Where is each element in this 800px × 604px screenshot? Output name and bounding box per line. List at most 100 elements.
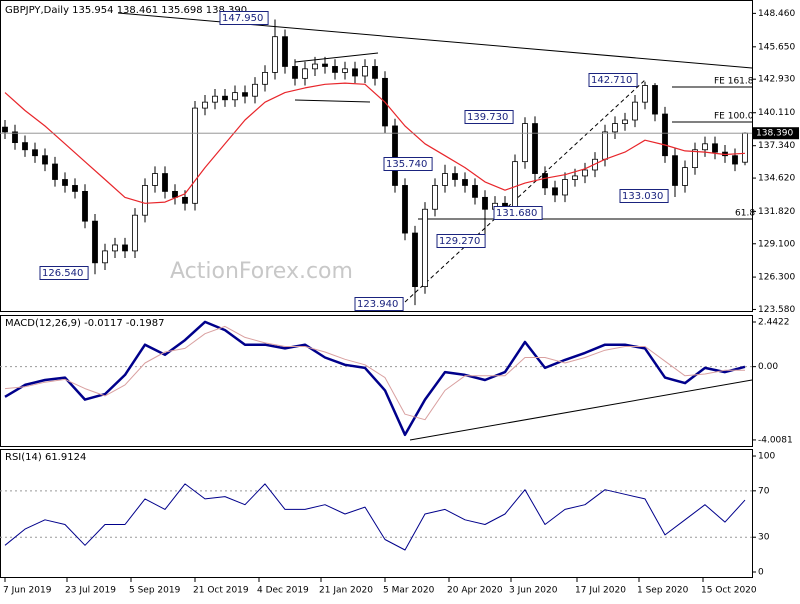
annotation-box (354, 297, 404, 311)
candle-body (702, 143, 708, 151)
annotation: 133.030 (622, 191, 663, 202)
annotation-box (588, 73, 638, 87)
candle-body (72, 185, 78, 192)
candle-body (602, 131, 608, 160)
candle-body (452, 173, 458, 180)
candle-body (392, 125, 398, 186)
x-tick-label: 5 Mar 2020 (383, 586, 435, 596)
candle-body (62, 179, 68, 186)
candle-body (2, 126, 8, 133)
candle-body (182, 196, 188, 204)
annotation: FE 100.0 (714, 112, 754, 122)
annotation: 139.730 (467, 112, 508, 123)
candle-body (162, 173, 168, 192)
candle-body (92, 220, 98, 264)
x-tick-label: 4 Dec 2019 (257, 586, 309, 596)
candle-body (12, 131, 18, 144)
candle-body (172, 191, 178, 198)
candle-body (622, 119, 628, 124)
candle-body (342, 68, 348, 73)
annotation-box (493, 206, 543, 220)
candle-body (192, 107, 198, 204)
candle-body (262, 72, 268, 85)
candle-body (152, 173, 158, 186)
y-tick-label: 30 (758, 533, 770, 543)
candle-body (132, 214, 138, 252)
candle-body (632, 101, 638, 121)
candle-body (292, 66, 298, 79)
series-line (4, 325, 745, 421)
y-tick-label: 148.460 (758, 9, 795, 19)
x-tick-label: 17 Jul 2020 (575, 586, 626, 596)
candle-body (402, 185, 408, 234)
candle-body (552, 187, 558, 196)
candle-body (202, 101, 208, 109)
y-tick-label: 140.110 (758, 108, 795, 118)
annotation: 123.940 (357, 299, 398, 310)
header: GBPJPY,Daily 135.954 138.461 135.698 138… (5, 5, 247, 16)
candle-body (372, 66, 378, 79)
candle-body (692, 149, 698, 169)
x-tick-label: 21 Jan 2020 (319, 586, 373, 596)
y-tick-label: 134.620 (758, 174, 795, 184)
annotation-box (383, 157, 433, 171)
series-line (4, 82, 746, 204)
rsi-title: RSI(14) 61.9124 (5, 452, 86, 463)
y-tick-label: 145.650 (758, 42, 795, 52)
rsi-panel (0, 449, 753, 578)
annotation: 129.270 (439, 236, 480, 247)
candle-body (332, 66, 338, 73)
series-line (4, 320, 746, 437)
watermark: ActionForex.com (170, 259, 353, 284)
candle-body (272, 36, 278, 73)
candle-body (742, 132, 748, 163)
candle-body (562, 179, 568, 196)
annotation: 131.680 (496, 208, 537, 219)
x-tick-label: 7 Jun 2019 (3, 586, 52, 596)
candle-body (22, 142, 28, 151)
candle-body (672, 155, 678, 186)
candle-body (122, 244, 128, 252)
annotation: 142.710 (591, 75, 632, 86)
annotation-box (436, 234, 486, 248)
candle-body (612, 123, 618, 133)
candle-body (42, 155, 48, 165)
y-tick-label: 100 (758, 452, 775, 462)
candle-body (662, 113, 668, 157)
candle-body (432, 185, 438, 210)
candle-body (252, 83, 258, 97)
candle-body (362, 66, 368, 77)
y-tick-label: 129.100 (758, 239, 795, 249)
annotation-box (219, 11, 269, 25)
candle-body (582, 169, 588, 177)
candle-body (572, 175, 578, 180)
candle-body (472, 185, 478, 198)
macd-trend-line (409, 379, 753, 441)
candle-body (242, 92, 248, 97)
y-tick-label: 131.820 (758, 207, 795, 217)
candle-body (212, 95, 218, 103)
candle-body (642, 85, 648, 103)
y-tick-label: 0 (758, 568, 764, 578)
y-tick-label: 137.340 (758, 141, 795, 151)
candle-body (542, 173, 548, 189)
candle-body (412, 232, 418, 288)
price-panel (0, 0, 753, 312)
x-tick-label: 23 Jul 2019 (65, 586, 116, 596)
last-price-label: 138.390 (756, 129, 793, 139)
macd-title: MACD(12,26,9) -0.0117 -0.1987 (5, 318, 165, 329)
y-tick-label: 0.00 (758, 362, 778, 372)
x-tick-label: 15 Oct 2020 (701, 586, 757, 596)
candle-body (652, 85, 658, 115)
candle-body (142, 185, 148, 216)
annotation-box (619, 189, 669, 203)
candle-body (82, 191, 88, 222)
y-tick-label: -4.0081 (758, 435, 793, 445)
y-tick-label: 142.930 (758, 75, 795, 85)
candle-body (322, 63, 328, 67)
annotation: 61.8 (735, 209, 755, 219)
candle-body (422, 208, 428, 288)
y-tick-label: 70 (758, 486, 770, 496)
